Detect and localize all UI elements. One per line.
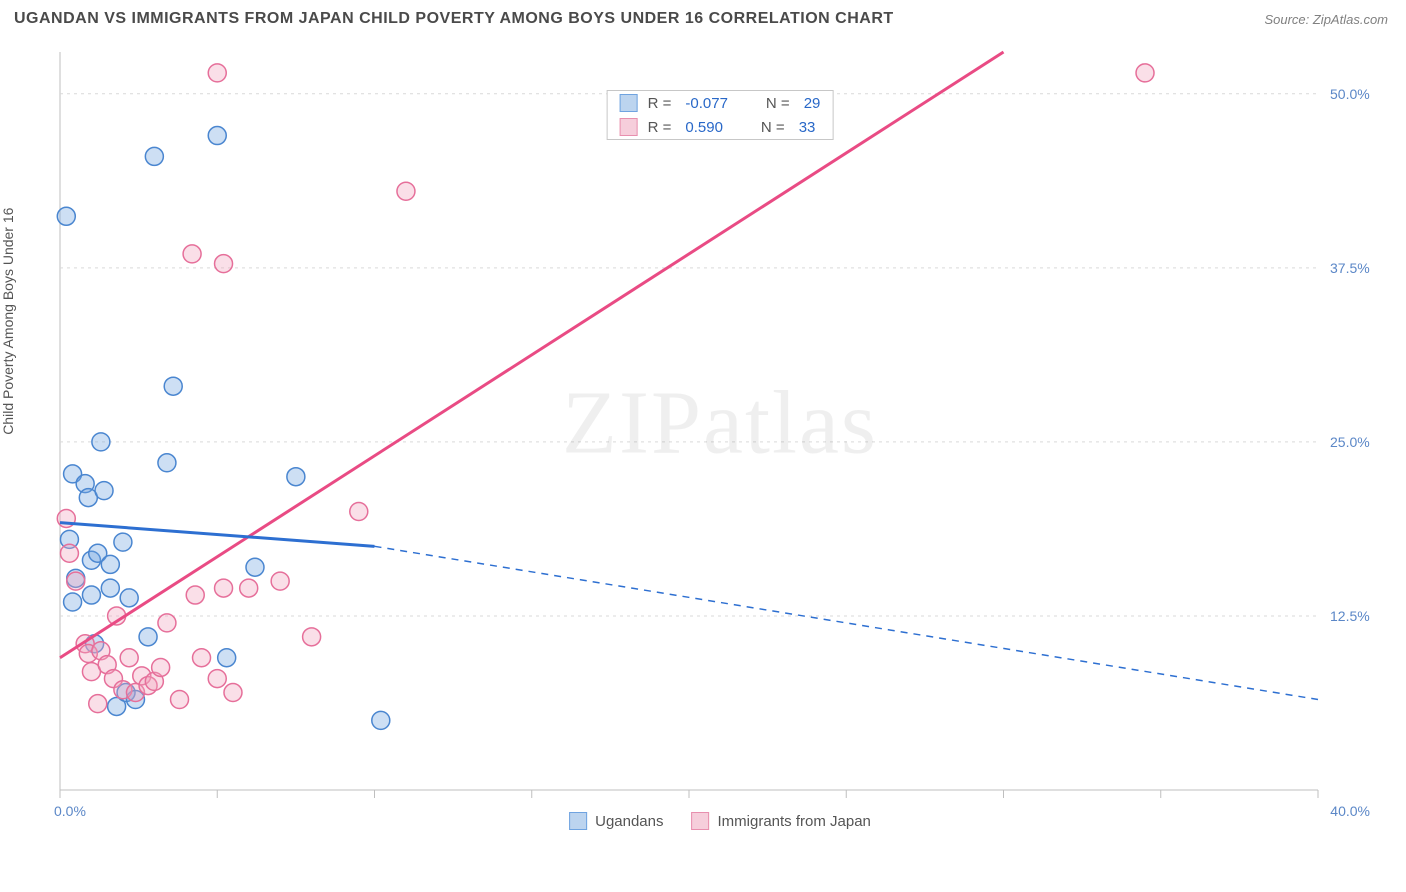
data-point — [208, 670, 226, 688]
data-point — [171, 690, 189, 708]
data-point — [246, 558, 264, 576]
y-tick-label: 37.5% — [1330, 260, 1370, 276]
data-point — [67, 572, 85, 590]
x-tick-label: 0.0% — [54, 803, 86, 819]
data-point — [240, 579, 258, 597]
scatter-chart: 12.5% 25.0% 37.5% 50.0% 0.0% 40.0% ZIPatlas R… — [52, 44, 1388, 834]
data-point — [158, 454, 176, 472]
data-point — [1136, 64, 1154, 82]
swatch-japan — [620, 118, 638, 136]
legend-r-value-1: 0.590 — [685, 119, 723, 136]
regression-line-japan — [60, 52, 1004, 658]
source-attribution: Source: ZipAtlas.com — [1264, 12, 1388, 27]
correlation-legend: R = -0.077 N = 29 R = 0.590 N = 33 — [607, 90, 834, 140]
data-point — [350, 503, 368, 521]
legend-label-1: Immigrants from Japan — [718, 813, 871, 830]
data-point — [193, 649, 211, 667]
legend-r-label: R = — [648, 119, 672, 136]
data-point — [208, 127, 226, 145]
data-point — [218, 649, 236, 667]
data-point — [60, 544, 78, 562]
legend-label-0: Ugandans — [595, 813, 663, 830]
data-point — [287, 468, 305, 486]
watermark: ZIPatlas — [562, 372, 878, 475]
y-axis-label: Child Poverty Among Boys Under 16 — [0, 208, 16, 435]
data-point — [101, 555, 119, 573]
data-point — [101, 579, 119, 597]
legend-r-label: R = — [648, 95, 672, 112]
legend-n-label: N = — [761, 119, 785, 136]
data-point — [114, 533, 132, 551]
legend-n-value-1: 33 — [799, 119, 816, 136]
data-point — [303, 628, 321, 646]
data-point — [215, 579, 233, 597]
legend-item-ugandans: Ugandans — [569, 812, 663, 830]
swatch-japan — [692, 812, 710, 830]
data-point — [186, 586, 204, 604]
data-point — [64, 593, 82, 611]
data-point — [152, 658, 170, 676]
data-point — [57, 207, 75, 225]
swatch-ugandans — [620, 94, 638, 112]
data-point — [164, 377, 182, 395]
data-point — [397, 182, 415, 200]
y-tick-label: 12.5% — [1330, 608, 1370, 624]
series-legend: Ugandans Immigrants from Japan — [569, 812, 871, 830]
data-point — [215, 255, 233, 273]
data-point — [224, 684, 242, 702]
regression-line-ugandans-dashed — [375, 546, 1319, 699]
y-tick-label: 25.0% — [1330, 434, 1370, 450]
data-point — [208, 64, 226, 82]
data-point — [183, 245, 201, 263]
legend-row-japan: R = 0.590 N = 33 — [608, 115, 833, 139]
legend-item-japan: Immigrants from Japan — [692, 812, 871, 830]
chart-title: UGANDAN VS IMMIGRANTS FROM JAPAN CHILD P… — [14, 10, 894, 28]
data-point — [92, 433, 110, 451]
legend-row-ugandans: R = -0.077 N = 29 — [608, 91, 833, 115]
data-point — [271, 572, 289, 590]
legend-n-label: N = — [766, 95, 790, 112]
data-point — [95, 482, 113, 500]
y-tick-label: 50.0% — [1330, 86, 1370, 102]
data-point — [82, 586, 100, 604]
data-point — [89, 695, 107, 713]
regression-line-ugandans — [60, 523, 375, 547]
x-tick-label: 40.0% — [1330, 803, 1370, 819]
legend-r-value-0: -0.077 — [685, 95, 728, 112]
data-point — [139, 628, 157, 646]
data-point — [372, 711, 390, 729]
data-point — [158, 614, 176, 632]
data-point — [145, 147, 163, 165]
data-point — [120, 589, 138, 607]
data-point — [120, 649, 138, 667]
legend-n-value-0: 29 — [804, 95, 821, 112]
swatch-ugandans — [569, 812, 587, 830]
